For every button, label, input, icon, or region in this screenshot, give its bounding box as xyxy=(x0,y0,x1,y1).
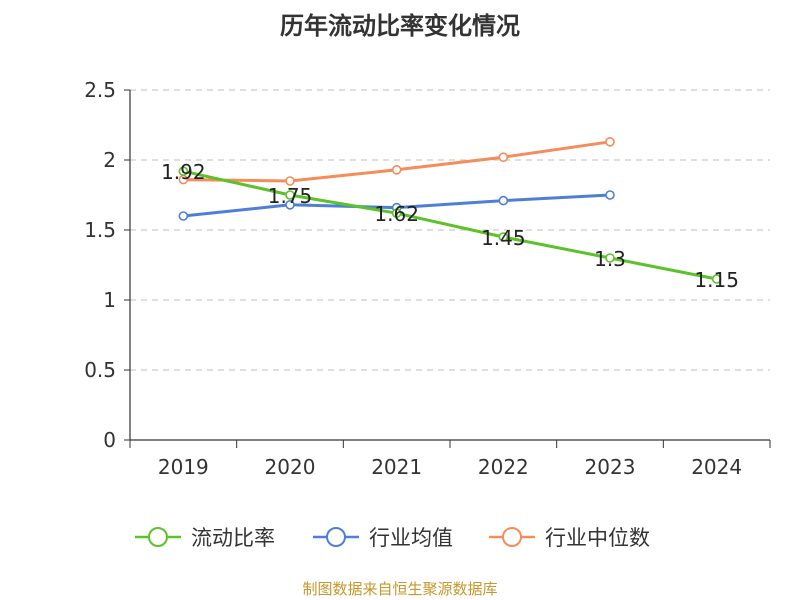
data-point-0 xyxy=(605,253,615,263)
data-point-0 xyxy=(391,208,402,218)
data-label: 1.75 xyxy=(268,184,313,208)
data-point-0 xyxy=(285,190,295,200)
y-tick-label: 0.5 xyxy=(84,358,116,382)
y-tick-label: 2.5 xyxy=(84,78,116,102)
data-point-2 xyxy=(285,176,295,186)
x-tick-label: 2020 xyxy=(265,455,316,479)
chart-title: 历年流动比率变化情况 xyxy=(280,12,520,40)
data-label: 1.45 xyxy=(481,226,526,250)
x-tick-label: 2024 xyxy=(691,455,742,479)
axes: 0 0.5 1 1.5 2 2.5 2019 2020 2021 2022 2023 2024 xyxy=(84,78,771,479)
series-layer xyxy=(178,137,722,284)
y-tick-label: 1 xyxy=(103,288,116,312)
data-point-0 xyxy=(498,232,509,242)
legend[interactable]: 流动比率 行业均值 行业中位数 xyxy=(135,526,650,550)
series-line-2 xyxy=(181,140,612,183)
y-tick-label: 2 xyxy=(103,148,116,172)
data-point-2 xyxy=(605,137,615,147)
y-tick-label: 1.5 xyxy=(84,218,116,242)
legend-marker xyxy=(326,527,346,547)
data-point-2 xyxy=(498,152,509,162)
data-point-0 xyxy=(711,274,722,284)
data-labels: 1.92 1.75 1.62 1.45 1.3 1.15 xyxy=(161,160,739,292)
grid-lines xyxy=(130,89,770,371)
legend-item-1[interactable]: 行业均值 xyxy=(313,526,453,550)
data-label: 1.62 xyxy=(374,202,419,226)
data-point-1 xyxy=(285,200,295,210)
data-point-0 xyxy=(178,166,189,176)
data-point-1 xyxy=(498,195,509,206)
data-point-1 xyxy=(605,190,615,200)
data-label: 1.92 xyxy=(161,160,206,184)
legend-label: 流动比率 xyxy=(191,526,275,550)
y-tick-label: 0 xyxy=(103,428,116,452)
series-line-0 xyxy=(181,169,719,281)
x-tick-label: 2019 xyxy=(158,455,209,479)
x-tick-label: 2022 xyxy=(478,455,529,479)
legend-marker xyxy=(502,527,522,547)
data-point-2 xyxy=(391,165,402,175)
data-label: 1.15 xyxy=(694,268,739,292)
x-tick-label: 2021 xyxy=(371,455,422,479)
legend-item-0[interactable]: 流动比率 xyxy=(135,526,275,550)
legend-label: 行业中位数 xyxy=(545,526,650,550)
legend-label: 行业均值 xyxy=(369,526,453,550)
source-note: 制图数据来自恒生聚源数据库 xyxy=(302,580,498,598)
legend-marker xyxy=(148,527,168,547)
data-point-1 xyxy=(178,211,189,221)
legend-item-2[interactable]: 行业中位数 xyxy=(489,526,650,550)
data-label: 1.3 xyxy=(594,247,626,271)
x-tick-label: 2023 xyxy=(585,455,636,479)
